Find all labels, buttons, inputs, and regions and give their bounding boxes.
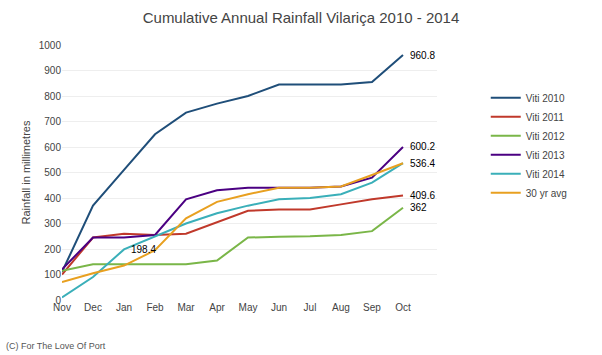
svg-text:May: May [239, 302, 258, 313]
svg-text:400: 400 [44, 193, 61, 204]
svg-text:Viti 2013: Viti 2013 [526, 150, 565, 161]
svg-text:1000: 1000 [39, 40, 62, 51]
svg-text:Feb: Feb [146, 302, 164, 313]
svg-text:Viti 2010: Viti 2010 [526, 93, 565, 104]
svg-text:Dec: Dec [84, 302, 102, 313]
svg-text:Apr: Apr [209, 302, 225, 313]
svg-text:200: 200 [44, 244, 61, 255]
svg-text:Cumulative Annual Rainfall Vil: Cumulative Annual Rainfall Vilariça 2010… [143, 9, 460, 26]
svg-text:(C) For The Love Of Port: (C) For The Love Of Port [6, 341, 106, 351]
svg-text:600.2: 600.2 [410, 141, 435, 152]
svg-text:960.8: 960.8 [410, 50, 435, 61]
svg-text:Mar: Mar [177, 302, 195, 313]
svg-text:Jul: Jul [304, 302, 317, 313]
svg-text:Viti 2012: Viti 2012 [526, 131, 565, 142]
svg-text:900: 900 [44, 65, 61, 76]
svg-text:198.4: 198.4 [131, 244, 156, 255]
svg-text:409.6: 409.6 [410, 190, 435, 201]
svg-text:Viti 2014: Viti 2014 [526, 169, 565, 180]
svg-text:600: 600 [44, 142, 61, 153]
svg-text:536.4: 536.4 [410, 158, 435, 169]
svg-text:700: 700 [44, 116, 61, 127]
svg-text:Viti 2011: Viti 2011 [526, 112, 564, 123]
svg-text:30 yr avg: 30 yr avg [526, 188, 567, 199]
svg-text:0: 0 [55, 295, 61, 306]
svg-text:Oct: Oct [395, 302, 411, 313]
svg-text:Sep: Sep [363, 302, 381, 313]
svg-text:500: 500 [44, 167, 61, 178]
svg-text:362: 362 [410, 202, 427, 213]
svg-text:Aug: Aug [332, 302, 350, 313]
svg-text:Jan: Jan [116, 302, 132, 313]
svg-text:100: 100 [44, 269, 61, 280]
svg-text:Rainfall in millimetres: Rainfall in millimetres [20, 120, 32, 224]
svg-text:800: 800 [44, 91, 61, 102]
svg-text:Nov: Nov [53, 302, 71, 313]
svg-text:Jun: Jun [271, 302, 287, 313]
svg-text:300: 300 [44, 218, 61, 229]
